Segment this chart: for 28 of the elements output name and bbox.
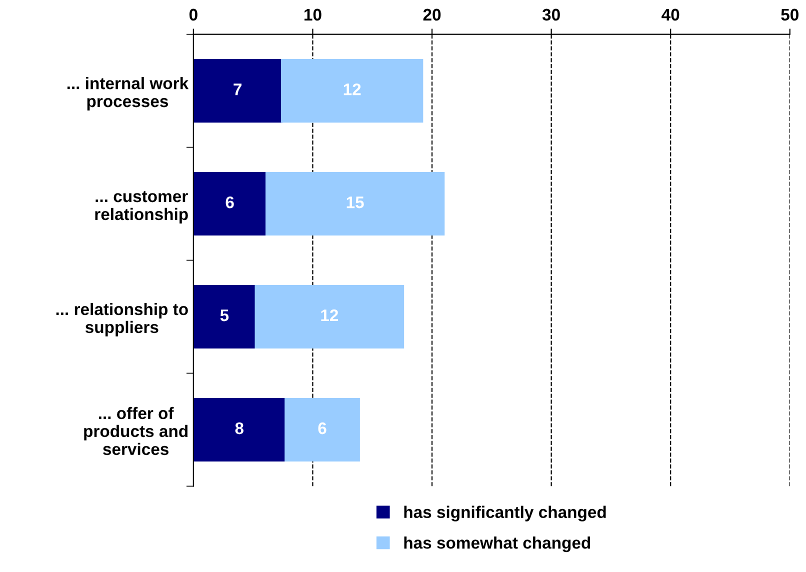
data-label: 6	[226, 196, 234, 208]
x-tick-label: 40	[662, 8, 680, 21]
bar	[284, 398, 360, 462]
bar	[193, 398, 286, 462]
data-label: 8	[235, 422, 244, 434]
x-tick-label: 10	[304, 8, 322, 21]
x-tick-label: 20	[423, 8, 441, 21]
legend-label: has somewhat changed	[404, 536, 590, 552]
data-label: 12	[321, 309, 338, 322]
x-tick-label: 50	[781, 8, 798, 21]
data-label: 7	[234, 84, 242, 96]
y-tick-label: ... relationship to suppliers	[56, 302, 188, 336]
y-tick-label: ... customer relationship	[95, 191, 188, 224]
data-label: 15	[346, 196, 364, 208]
bar	[281, 59, 424, 123]
x-tick-label: 0	[189, 8, 198, 21]
bar	[193, 284, 256, 349]
legend-label: has significantly changed	[404, 506, 606, 522]
y-tick-label: ... offer of products and services	[84, 406, 188, 456]
data-label: 12	[344, 83, 361, 96]
bar	[266, 172, 445, 236]
bar	[193, 172, 267, 236]
x-tick-label: 30	[542, 8, 560, 21]
y-tick-label: ... internal work processes	[67, 77, 189, 110]
bar	[193, 59, 282, 123]
bar	[254, 284, 404, 349]
data-label: 5	[220, 310, 229, 322]
data-label: 6	[318, 422, 326, 434]
